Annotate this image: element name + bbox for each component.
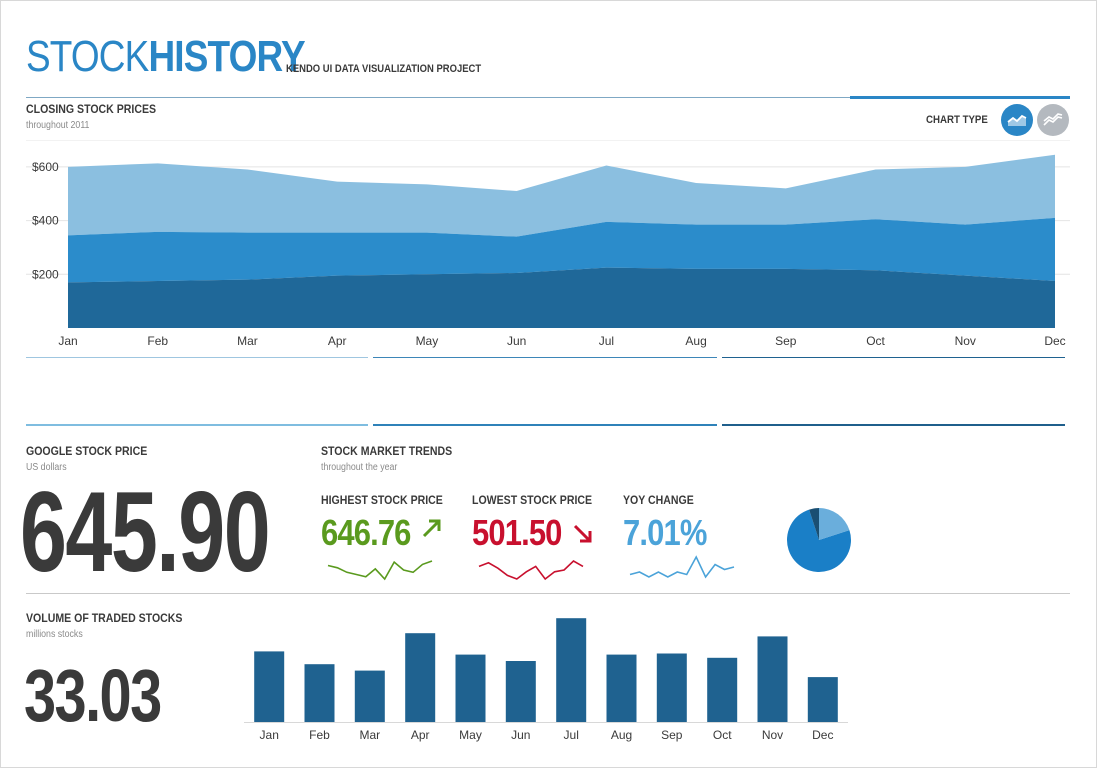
x-tick-label: Oct: [866, 334, 885, 348]
area-chart-icon: [1007, 114, 1027, 126]
volume-bar: [354, 670, 385, 722]
x-tick-label: Nov: [762, 728, 783, 742]
area-series-3: [68, 154, 1055, 237]
x-tick-label: Oct: [713, 728, 732, 742]
x-tick-label: Jul: [599, 334, 614, 348]
area-chart-button[interactable]: [1001, 104, 1033, 136]
highest-price-label: HIGHEST STOCK PRICE: [321, 493, 443, 507]
yoy-change-label: YOY CHANGE: [623, 493, 694, 507]
header-rule-accent: [850, 96, 1070, 99]
highest-price-sparkline: [327, 560, 433, 581]
volume-bar: [707, 657, 738, 722]
volume-bar: [505, 661, 536, 722]
pie-slice: [809, 508, 819, 540]
arrow-down-right-icon: [573, 524, 592, 543]
volume-bar: [455, 654, 486, 722]
sparkline-path: [629, 555, 735, 579]
x-tick-label: Nov: [955, 334, 976, 348]
volume-bar-chart: Jan Feb Mar Apr May Jun Jul Aug Sep Oct Nov Dec: [244, 618, 848, 742]
divider: [373, 357, 717, 358]
trends-subtitle: throughout the year: [321, 462, 398, 473]
closing-prices-chart: $200 $400 $600 Jan Feb Mar Apr May Jun Jul Aug Sep O…: [26, 140, 1070, 348]
x-tick-label: Jun: [507, 334, 526, 348]
x-tick-label: Jan: [260, 728, 279, 742]
lowest-price-sparkline: [478, 560, 584, 581]
volume-bar: [606, 654, 637, 722]
app-title: STOCKHISTORY: [26, 32, 306, 81]
x-tick-label: Sep: [775, 334, 797, 348]
x-tick-label: Sep: [661, 728, 683, 742]
divider: [722, 424, 1065, 426]
volume-subtitle: millions stocks: [26, 629, 83, 640]
x-tick-label: Feb: [309, 728, 330, 742]
google-price-subtitle: US dollars: [26, 462, 67, 473]
lowest-price-value: 501.50: [472, 512, 562, 553]
google-price-value: 645.90: [20, 469, 271, 596]
volume-title: VOLUME OF TRADED STOCKS: [26, 611, 183, 625]
y-tick-label: $600: [32, 160, 59, 174]
x-tick-label: Mar: [359, 728, 380, 742]
volume-bar: [254, 651, 285, 722]
header-rule: [26, 97, 1070, 98]
x-tick-label: Dec: [812, 728, 833, 742]
x-tick-label: Dec: [1044, 334, 1065, 348]
trends-title: STOCK MARKET TRENDS: [321, 444, 453, 458]
y-tick-label: $200: [32, 267, 59, 281]
yoy-change-value: 7.01%: [623, 512, 707, 553]
trends-pie-chart: [786, 508, 851, 573]
x-tick-label: May: [459, 728, 482, 742]
x-tick-label: Jan: [58, 334, 77, 348]
volume-value: 33.03: [24, 654, 162, 737]
divider: [26, 357, 368, 358]
x-tick-label: Jul: [564, 728, 579, 742]
sparkline-path: [327, 560, 433, 581]
highest-price-value: 646.76: [321, 512, 411, 553]
x-tick-label: Mar: [237, 334, 258, 348]
volume-bar: [807, 677, 838, 722]
x-tick-label: Apr: [328, 334, 347, 348]
volume-bar: [556, 618, 587, 722]
x-tick-label: Aug: [685, 334, 706, 348]
chart-type-label: CHART TYPE: [926, 114, 988, 126]
x-tick-label: Feb: [147, 334, 168, 348]
sparkline-path: [478, 560, 584, 581]
lowest-price-label: LOWEST STOCK PRICE: [472, 493, 593, 507]
x-tick-label: Aug: [611, 728, 632, 742]
divider: [722, 357, 1065, 358]
closing-prices-subtitle: throughout 2011: [26, 120, 90, 131]
line-chart-icon: [1043, 113, 1063, 126]
y-tick-label: $400: [32, 214, 59, 228]
app-subtitle: KENDO UI DATA VISUALIZATION PROJECT: [286, 63, 482, 75]
x-tick-label: Jun: [511, 728, 530, 742]
divider: [26, 424, 368, 426]
divider: [373, 424, 717, 426]
pie-slice: [819, 508, 850, 540]
line-chart-button[interactable]: [1037, 104, 1069, 136]
title-bold: HISTORY: [148, 32, 305, 81]
volume-bar: [304, 664, 335, 722]
closing-prices-title: CLOSING STOCK PRICES: [26, 102, 157, 116]
arrow-up-right-icon: [422, 519, 441, 538]
area-series-2: [68, 217, 1055, 283]
title-light: STOCK: [26, 32, 149, 81]
area-series-1: [68, 267, 1055, 328]
volume-bar: [757, 636, 788, 722]
volume-bar: [405, 633, 436, 722]
divider: [26, 593, 1070, 594]
google-price-title: GOOGLE STOCK PRICE: [26, 444, 148, 458]
x-tick-label: May: [416, 334, 439, 348]
x-tick-label: Apr: [411, 728, 430, 742]
volume-bar: [656, 653, 687, 722]
pie-slice: [786, 509, 851, 573]
yoy-change-sparkline: [629, 555, 735, 579]
